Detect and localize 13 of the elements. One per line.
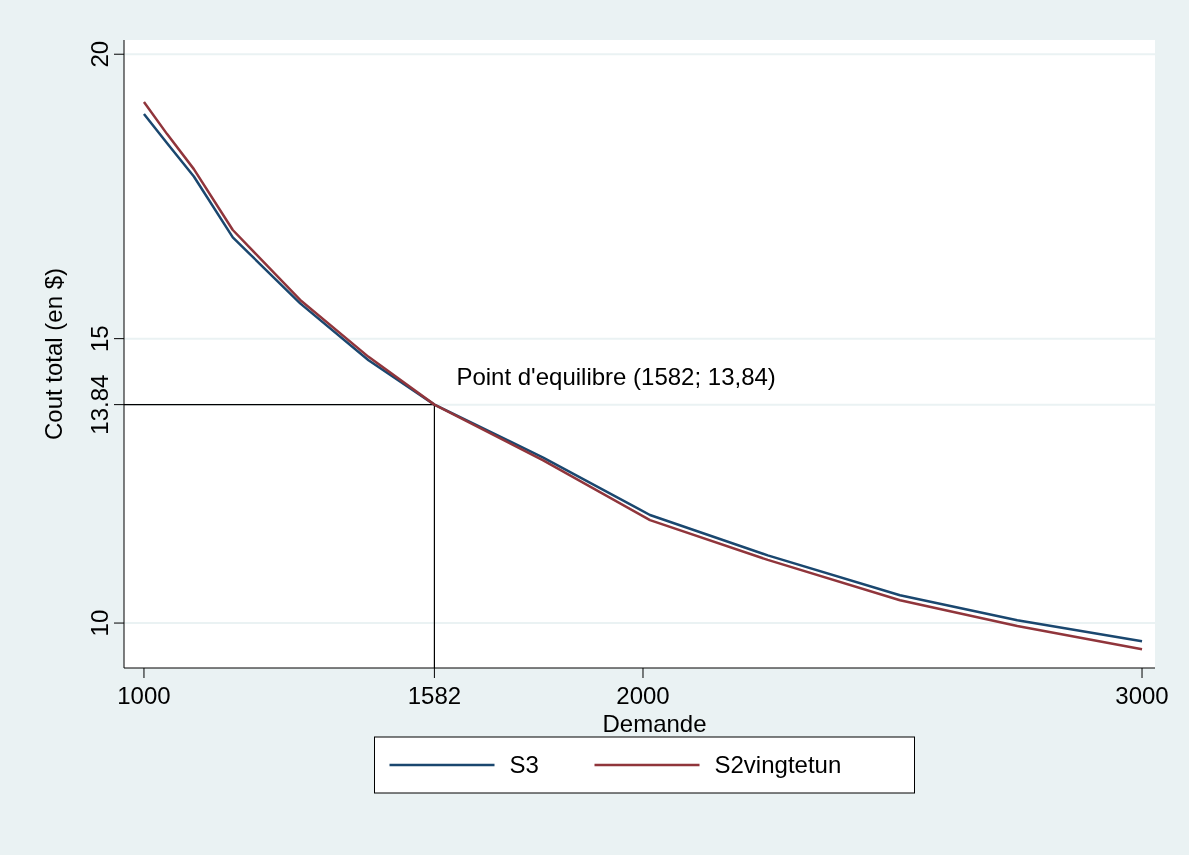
- y-tick-label: 20: [86, 40, 113, 68]
- x-tick-label: 2000: [616, 682, 670, 709]
- y-tick-label: 13.84: [86, 374, 113, 435]
- legend-label: S2vingtetun: [714, 751, 842, 778]
- y-axis-title: Cout total (en $): [40, 267, 67, 441]
- legend-label: S3: [509, 751, 539, 778]
- y-tick-label: 10: [86, 609, 113, 637]
- x-tick-label: 1000: [117, 682, 171, 709]
- annotation: Point d'equilibre (1582; 13,84): [456, 362, 776, 390]
- x-tick-label: 1582: [407, 682, 462, 709]
- y-tick-label: 15: [86, 325, 113, 352]
- x-tick-label: 3000: [1115, 682, 1169, 709]
- x-axis-title: Demande: [602, 710, 707, 737]
